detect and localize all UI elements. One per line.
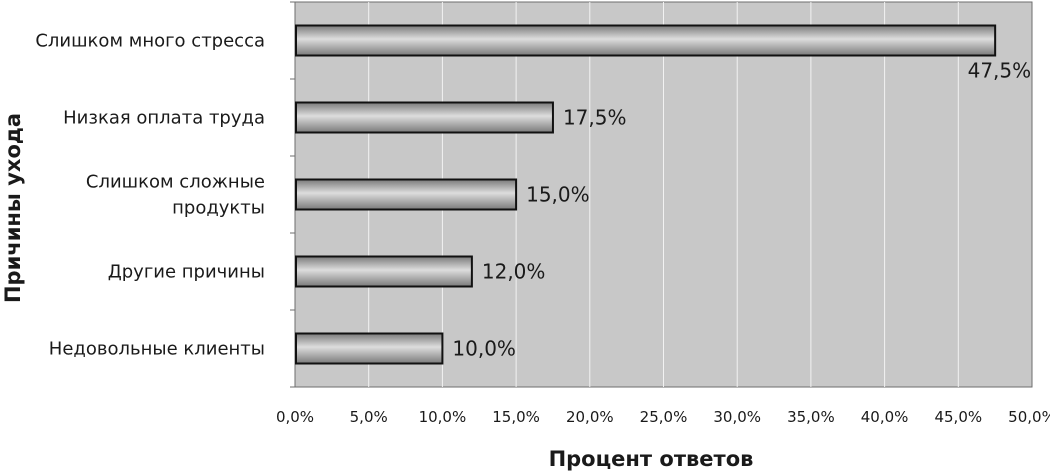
x-tick-label: 5,0% xyxy=(350,408,388,426)
data-label: 17,5% xyxy=(563,106,627,130)
data-labels: 47,5% 17,5% 15,0% 12,0% 10,0% xyxy=(452,59,1031,361)
category-label: продукты xyxy=(172,198,265,219)
x-tick-label: 50,0% xyxy=(1008,408,1050,426)
gridlines xyxy=(290,1,959,388)
bars xyxy=(295,24,997,365)
category-label: Недовольные клиенты xyxy=(49,339,265,360)
y-axis-title: Причины ухода xyxy=(1,113,25,303)
category-label: Другие причины xyxy=(108,262,265,283)
category-label: Слишком много стресса xyxy=(35,31,265,52)
data-label: 47,5% xyxy=(968,59,1032,83)
data-label: 15,0% xyxy=(526,183,590,207)
data-label: 12,0% xyxy=(482,260,546,284)
data-label: 10,0% xyxy=(452,337,516,361)
x-tick-label: 0,0% xyxy=(276,408,314,426)
x-tick-label: 35,0% xyxy=(787,408,835,426)
x-tick-label: 30,0% xyxy=(713,408,761,426)
x-tick-label: 45,0% xyxy=(934,408,982,426)
bar xyxy=(295,255,473,288)
x-tick-label: 10,0% xyxy=(419,408,467,426)
x-tick-label: 20,0% xyxy=(566,408,614,426)
x-tick-label: 40,0% xyxy=(861,408,909,426)
x-tick-label: 15,0% xyxy=(492,408,540,426)
x-tick-labels: 0,0% 5,0% 10,0% 15,0% 20,0% 25,0% 30,0% 35,0% 40… xyxy=(276,408,1050,426)
category-labels: Слишком много стресса Низкая оплата труда… xyxy=(35,31,265,360)
bar xyxy=(295,24,997,57)
category-label: Низкая оплата труда xyxy=(63,108,265,129)
x-axis-title: Процент ответов xyxy=(549,447,754,471)
bar xyxy=(295,101,554,134)
category-label: Слишком сложные xyxy=(86,172,265,193)
bar xyxy=(295,332,444,365)
x-tick-label: 25,0% xyxy=(640,408,688,426)
bar xyxy=(295,178,518,211)
